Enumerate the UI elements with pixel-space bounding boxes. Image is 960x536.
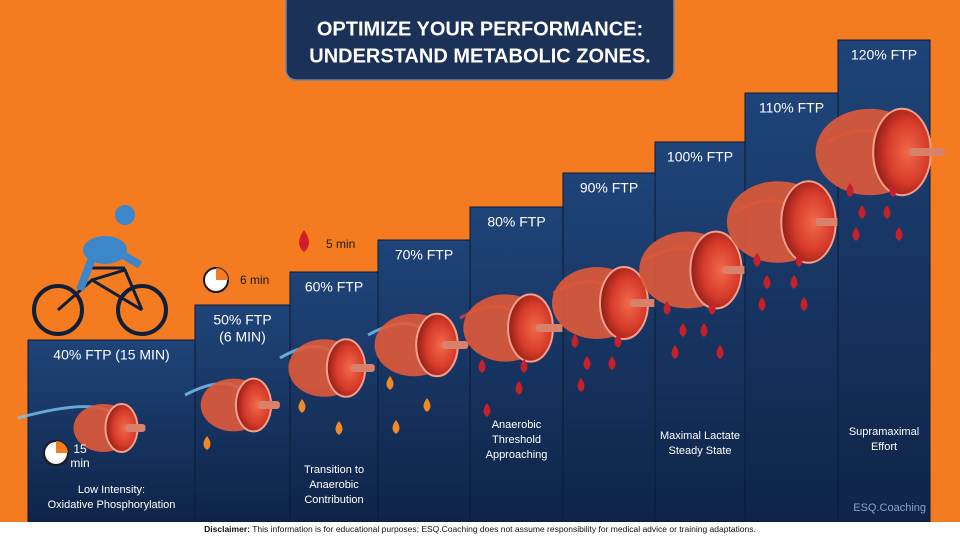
blood-drop [608,356,616,370]
blood-drop [858,205,866,219]
zone-description: Maximal Lactate [660,430,740,442]
blood-drop [203,436,211,450]
blood-drop [298,399,306,413]
zone-description: Transition to [304,464,364,476]
blood-drop [883,205,891,219]
zone-description: Steady State [669,445,732,457]
zone-description: Anaerobic [309,479,359,491]
zone-description: Low Intensity: [78,484,145,496]
disclaimer: Disclaimer: This information is for educ… [204,524,756,534]
blood-drop [583,356,591,370]
zone-description: Contribution [304,494,363,506]
drop-icon [299,230,309,252]
tendon [257,401,280,409]
blood-drop [852,227,860,241]
blood-drop [753,253,761,267]
timer-label: 5 min [326,237,355,251]
tendon [442,341,469,349]
zone-label: 70% FTP [395,247,453,263]
zone-description: Anaerobic [492,419,542,431]
zone-label: 110% FTP [759,100,824,116]
zone-label: 120% FTP [851,47,917,63]
timer-label: 15 [73,442,87,456]
blood-drop [663,301,671,315]
blood-drop [577,378,585,392]
zone-column [289,271,379,523]
zone-label: 50% FTP [213,312,271,328]
tendon [536,324,565,332]
zone-column [469,206,564,523]
zone-columns: 40% FTP (15 MIN) Low Intensity: Oxidative … [17,39,946,523]
blood-drop [392,420,400,434]
blood-drop [889,183,897,197]
zone-label: 90% FTP [580,180,638,196]
disclaimer-text: This information is for educational purp… [252,524,756,534]
tendon [909,148,946,156]
zone-description: Approaching [486,449,548,461]
disclaimer-bar [0,522,960,536]
title: OPTIMIZE YOUR PERFORMANCE: UNDERSTAND MET… [309,18,650,67]
blood-drop [335,421,343,435]
blood-drop [763,275,771,289]
blood-drop [846,183,854,197]
zone-label: 100% FTP [667,149,733,165]
blood-drop [800,297,808,311]
zone-label: (6 MIN) [219,329,266,345]
blood-drop [571,334,579,348]
blood-drop [515,381,523,395]
title-line: UNDERSTAND METABOLIC ZONES. [309,45,650,67]
tendon [125,424,146,432]
zone-label: 60% FTP [305,279,363,295]
zone-description: Threshold [492,434,541,446]
watermark: ESQ.Coaching [853,502,926,514]
blood-drop [386,376,394,390]
blood-drop [483,403,491,417]
blood-drop [478,359,486,373]
timer-hand [56,441,68,453]
blood-drop [671,345,679,359]
tendon [630,299,660,307]
timer-label: min [70,456,89,470]
blood-drop [716,345,724,359]
blood-drop [520,359,528,373]
zone-column [562,172,656,523]
tendon [350,364,375,372]
blood-drop [895,227,903,241]
zone-description: Supramaximal [849,426,919,438]
blood-drop [700,323,708,337]
blood-drop [758,297,766,311]
blood-drop [795,253,803,267]
zone-column [654,141,746,523]
timer-label: 6 min [240,273,269,287]
blood-drop [708,301,716,315]
cyclist [32,205,168,336]
title-line: OPTIMIZE YOUR PERFORMANCE: [317,18,643,40]
title-box [285,0,675,81]
blood-drop [614,334,622,348]
zone-label: 80% FTP [487,214,545,230]
disclaimer-label: Disclaimer: [204,524,250,534]
blood-drop [790,275,798,289]
timer-hand [216,268,228,280]
zone-description: Oxidative Phosphorylation [48,499,176,511]
zone-column [377,239,471,523]
blood-drop [423,398,431,412]
blood-drop [679,323,687,337]
zone-description: Effort [871,441,897,453]
zone-label: 40% FTP (15 MIN) [53,347,169,363]
